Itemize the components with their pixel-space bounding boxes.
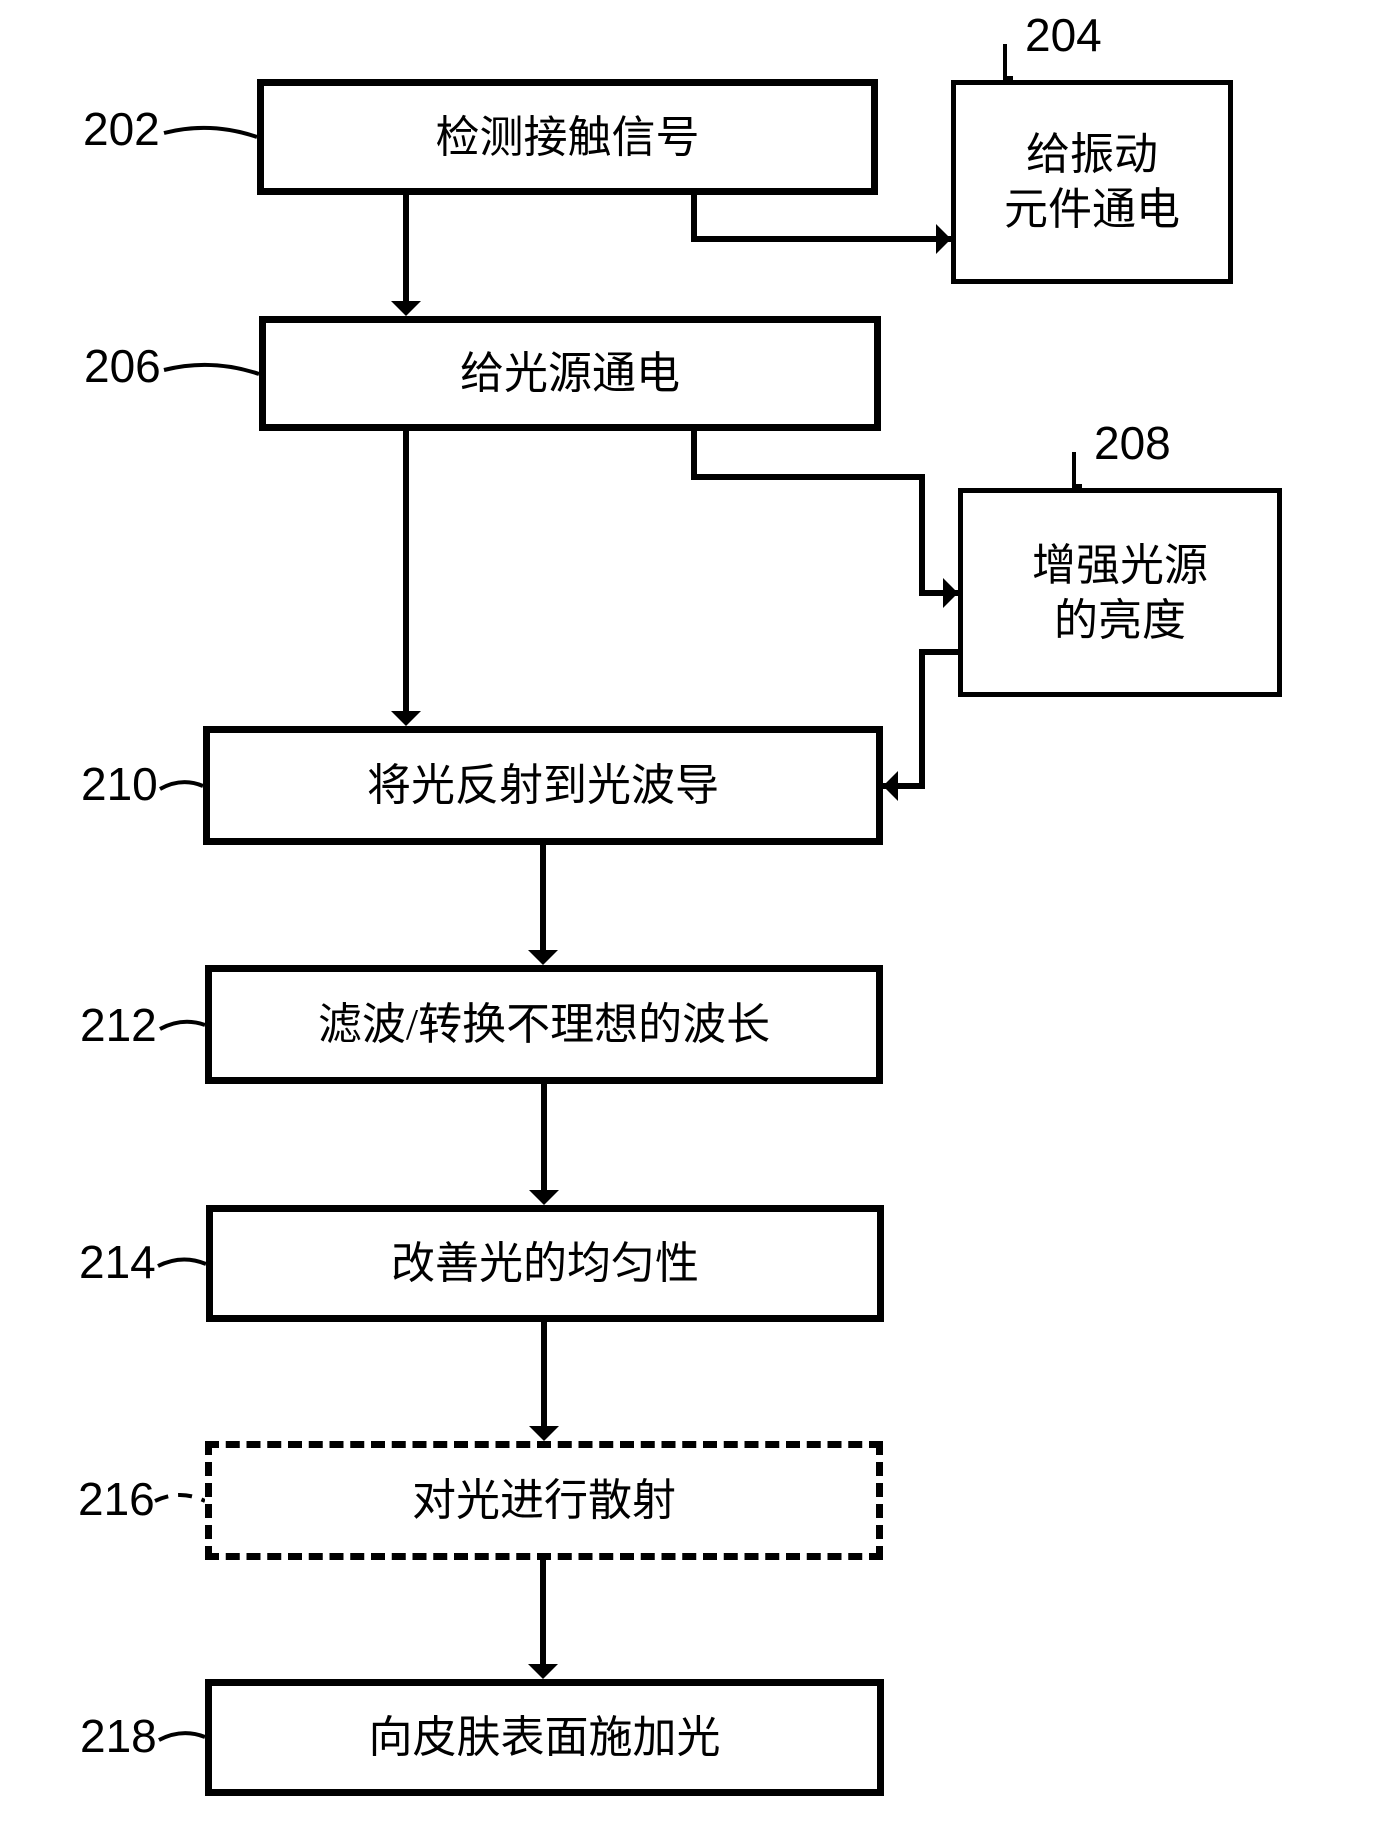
node-label-n214: 214 <box>79 1235 156 1289</box>
node-label-n204: 204 <box>1025 8 1102 62</box>
node-label-n210: 210 <box>81 757 158 811</box>
node-label-n216: 216 <box>78 1472 155 1526</box>
label-connector-208 <box>1072 452 1082 488</box>
flow-node-n214: 改善光的均匀性 <box>206 1205 884 1322</box>
node-label-n202: 202 <box>83 102 160 156</box>
flow-node-n216: 对光进行散射 <box>205 1441 883 1560</box>
node-label-n212: 212 <box>80 998 157 1052</box>
flowchart-canvas: 检测接触信号 202 给振动 元件通电 204 给光源通电 206 增强光源 的亮度 208 将… <box>0 0 1395 1839</box>
flow-node-n212: 滤波/转换不理想的波长 <box>205 965 883 1084</box>
node-label-n218: 218 <box>80 1709 157 1763</box>
flow-node-n206: 给光源通电 <box>259 316 881 431</box>
node-label-n208: 208 <box>1094 416 1171 470</box>
node-label-n206: 206 <box>84 339 161 393</box>
flow-node-n218: 向皮肤表面施加光 <box>205 1679 884 1796</box>
flow-node-n202: 检测接触信号 <box>257 79 878 195</box>
flow-node-n204: 给振动 元件通电 <box>951 80 1233 284</box>
label-connector-204 <box>1003 44 1013 80</box>
flow-node-n210: 将光反射到光波导 <box>203 726 883 845</box>
flow-node-n208: 增强光源 的亮度 <box>958 488 1282 697</box>
